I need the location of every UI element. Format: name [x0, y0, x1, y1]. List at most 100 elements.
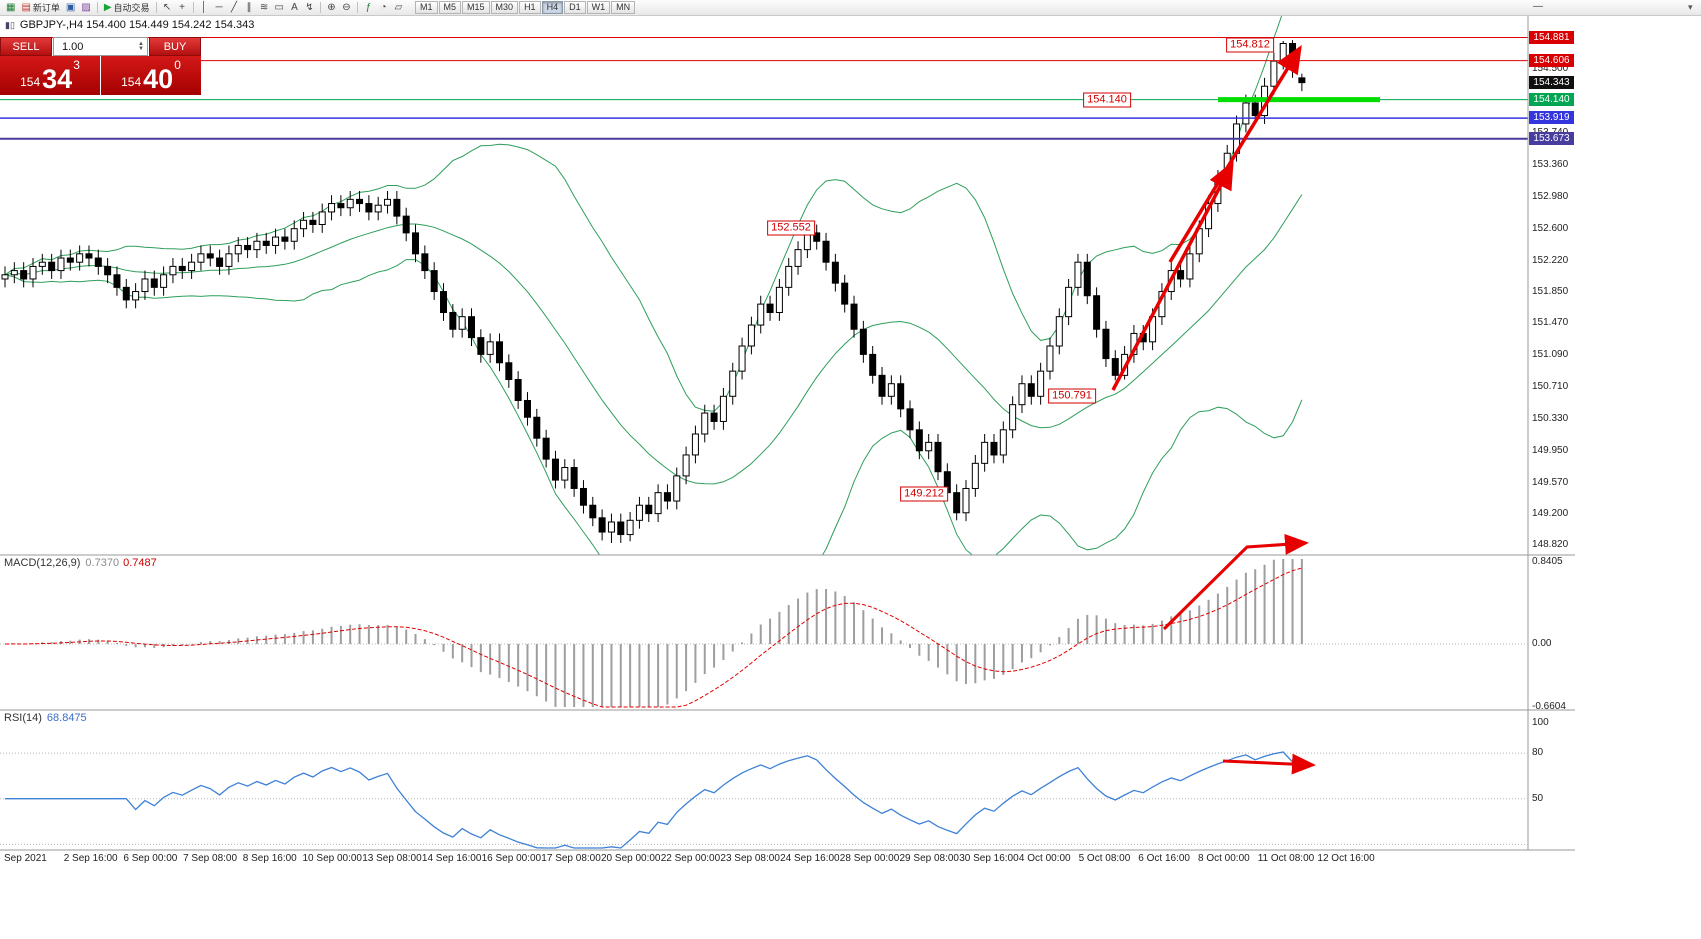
zoom-out-button[interactable]: ⊖ [339, 1, 354, 15]
arrow-tools-button[interactable]: ↯ [302, 1, 317, 15]
toolbar-separator [357, 2, 358, 13]
time-axis-label: 30 Sep 16:00 [959, 853, 1019, 864]
new-order-button[interactable]: ▤ 新订单 [18, 1, 62, 15]
zoom-in-button[interactable]: ⊕ [324, 1, 339, 15]
text-icon: A [291, 1, 298, 13]
macd-arrow [1162, 533, 1309, 631]
macd-plot [0, 559, 1528, 708]
toolbar: ▦ ▤ 新订单 ▣ ▨ ▶ 自动交易 ↖ + │ ─ ╱ ∥ ≋ ▭ A ↯ ⊕ ⊖ ƒ ◔ ▱ M1 M5 M15 M30 H1… [0, 0, 1701, 16]
rsi-label: RSI(14) 68.8475 [4, 712, 87, 724]
price-annotation[interactable]: 152.552 [767, 220, 815, 236]
price-annotation[interactable]: 154.812 [1226, 37, 1274, 53]
timeframe-d1-button[interactable]: D1 [564, 1, 586, 14]
time-axis-label: 20 Sep 00:00 [601, 853, 661, 864]
volume-input[interactable]: 1.00 ▲ ▼ [53, 37, 148, 56]
time-axis-label: 8 Sep 16:00 [242, 853, 297, 864]
bid-prefix: 154 [20, 75, 41, 89]
price-axis-tick: 148.820 [1532, 539, 1569, 551]
ask-sup: 0 [174, 58, 181, 72]
time-axis-label: 6 Oct 16:00 [1138, 853, 1190, 864]
vertical-line-button[interactable]: │ [197, 1, 212, 15]
horizontal-line-icon: ─ [215, 1, 223, 13]
bid-price[interactable]: 154 34 3 [0, 56, 100, 95]
sell-button[interactable]: SELL [0, 37, 52, 56]
buy-button[interactable]: BUY [149, 37, 201, 56]
chart-windows-button[interactable]: ▣ [63, 1, 78, 15]
trendline-icon: ╱ [231, 1, 238, 13]
cursor-button[interactable]: ↖ [160, 1, 175, 15]
timeframe-m5-button[interactable]: M5 [438, 1, 462, 14]
timeframe-w1-button[interactable]: W1 [586, 1, 611, 14]
auto-trading-icon: ▶ [103, 1, 112, 13]
crosshair-button[interactable]: + [175, 1, 190, 15]
templates-icon: ▱ [394, 1, 403, 13]
price-axis-tick: 152.600 [1532, 222, 1569, 234]
macd-axis-value: -0.6604 [1532, 701, 1566, 712]
timeframe-m15-button[interactable]: M15 [462, 1, 490, 14]
price-axis-tick: 153.360 [1532, 159, 1569, 170]
volume-stepper[interactable]: ▲ ▼ [138, 40, 144, 52]
timeframe-h4-button[interactable]: H4 [541, 1, 564, 14]
toolbar-separator [155, 2, 157, 13]
time-axis-label: 23 Sep 08:00 [720, 853, 780, 864]
price-level-badge: 153.919 [1529, 111, 1574, 125]
trend-arrow [1168, 45, 1302, 263]
timeframe-h1-button[interactable]: H1 [519, 1, 541, 14]
volume-value: 1.00 [62, 40, 84, 53]
price-level-badge: 154.881 [1529, 30, 1574, 44]
new-chart-button[interactable]: ▦ [3, 1, 18, 15]
trendline-button[interactable]: ╱ [227, 1, 242, 15]
time-axis-label: 28 Sep 00:00 [839, 853, 900, 864]
price-axis-tick: 149.570 [1532, 476, 1569, 488]
fibonacci-icon: ≋ [259, 1, 269, 13]
time-axis-label: 22 Sep 00:00 [660, 853, 721, 864]
periods-button[interactable]: ◔ [376, 1, 391, 15]
one-click-trading-panel: SELL 1.00 ▲ ▼ BUY 154 34 3 154 40 0 [0, 37, 201, 95]
macd-name: MACD(12,26,9) [4, 557, 81, 569]
arrow-tools-icon: ↯ [305, 1, 314, 13]
timeframe-mn-button[interactable]: MN [611, 1, 636, 14]
text-button[interactable]: A [287, 1, 302, 15]
trend-arrow [1111, 160, 1234, 391]
time-axis-label: 10 Sep 00:00 [302, 853, 363, 864]
price-axis-tick: 152.980 [1532, 190, 1569, 202]
timeframe-m1-button[interactable]: M1 [415, 1, 438, 14]
zoom-in-icon: ⊕ [327, 1, 336, 13]
time-axis-label: 6 Sep 00:00 [123, 853, 178, 864]
minimize-icon[interactable]: — [1533, 1, 1543, 12]
price-annotation[interactable]: 154.140 [1083, 92, 1131, 108]
time-axis-label: 11 Oct 08:00 [1257, 853, 1315, 864]
ask-price[interactable]: 154 40 0 [101, 56, 201, 95]
price-annotation[interactable]: 149.212 [900, 486, 948, 502]
price-axis-tick: 151.850 [1532, 285, 1569, 297]
ask-prefix: 154 [121, 75, 142, 89]
crosshair-icon: + [179, 1, 185, 13]
fibonacci-button[interactable]: ≋ [257, 1, 272, 15]
price-level-badge: 154.343 [1529, 75, 1574, 89]
price-axis-tick: 149.950 [1532, 444, 1569, 456]
price-annotation[interactable]: 150.791 [1048, 388, 1096, 404]
rsi-arrow [1222, 753, 1316, 775]
chart-title-text: GBPJPY-,H4 154.400 154.449 154.242 154.3… [19, 19, 255, 31]
price-plot [1, 15, 1306, 555]
auto-trading-button[interactable]: ▶ 自动交易 [101, 1, 153, 15]
zoom-out-icon: ⊖ [342, 1, 351, 13]
shapes-button[interactable]: ▭ [272, 1, 287, 15]
bid-big: 34 [42, 64, 73, 94]
templates-button[interactable]: ▱ [391, 1, 406, 15]
time-axis-label: 14 Sep 16:00 [421, 853, 482, 864]
price-axis-tick: 154.500 [1532, 63, 1569, 75]
horizontal-line-button[interactable]: ─ [212, 1, 227, 15]
time-axis-label: 8 Oct 00:00 [1198, 853, 1250, 864]
profiles-button[interactable]: ▨ [78, 1, 93, 15]
timeframe-m30-button[interactable]: M30 [490, 1, 519, 14]
toolbar-overflow-chevron-icon[interactable]: ▾ [1688, 2, 1693, 12]
channel-button[interactable]: ∥ [242, 1, 257, 15]
periods-icon: ◔ [380, 1, 387, 13]
time-axis-label: 7 Sep 08:00 [183, 853, 238, 864]
indicators-button[interactable]: ƒ [361, 1, 376, 15]
price-level-badge: 153.673 [1529, 131, 1574, 145]
time-axis-label: 12 Oct 16:00 [1317, 853, 1375, 864]
